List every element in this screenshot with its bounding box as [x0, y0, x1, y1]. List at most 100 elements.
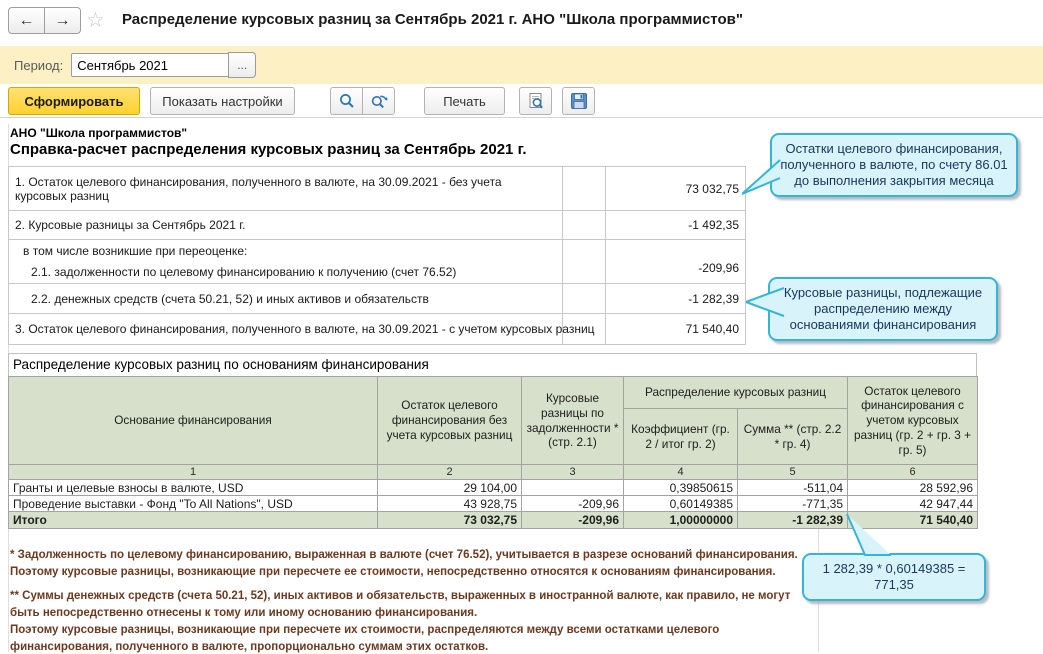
callout-tail — [742, 159, 781, 195]
column-number: 6 — [847, 464, 978, 480]
page-title: Распределение курсовых разниц за Сентябр… — [122, 11, 743, 28]
favorite-star-icon[interactable]: ☆ — [86, 9, 105, 32]
period-input[interactable] — [71, 53, 230, 77]
value-cell: 29 104,00 — [377, 479, 522, 496]
search-button-group — [330, 87, 395, 115]
total-value-cell: -1 282,39 — [737, 511, 848, 529]
save-button[interactable] — [562, 87, 595, 115]
summary-row-value: -1 282,39 — [605, 283, 746, 314]
summary-row-label: в том числе возникшие при переоценке: 2.… — [8, 239, 563, 284]
summary-row-label: 3. Остаток целевого финансирования, полу… — [8, 313, 595, 345]
callout-tail — [846, 513, 891, 556]
table-header-row: Основание финансирования Остаток целевог… — [8, 376, 978, 465]
search-next-button[interactable] — [362, 87, 395, 115]
table-row: 1. Остаток целевого финансирования, полу… — [8, 166, 746, 211]
total-value-cell: 71 540,40 — [847, 511, 978, 529]
col-header-balance-after: Остаток целевого финансирования с учетом… — [847, 376, 978, 465]
total-row: Итого 73 032,75 -209,96 1,00000000 -1 28… — [8, 511, 978, 529]
table-row: 3. Остаток целевого финансирования, полу… — [8, 313, 746, 345]
search-button[interactable] — [330, 87, 363, 115]
table-row: Проведение выставки - Фонд "To All Natio… — [8, 495, 978, 512]
value-cell: -771,35 — [737, 495, 848, 512]
search-next-icon — [371, 95, 387, 109]
footnote-1: * Задолженность по целевому финансирован… — [10, 549, 798, 578]
spacer-cell — [562, 239, 606, 284]
total-value-cell: -209,96 — [521, 511, 624, 529]
summary-row-value: -209,96 — [605, 239, 746, 284]
column-number: 2 — [377, 464, 522, 480]
col-header-balance-before: Остаток целевого финансирования без учет… — [377, 376, 522, 465]
column-number-row: 1 2 3 4 5 6 — [8, 464, 978, 480]
summary-row-value: 71 540,40 — [605, 313, 746, 345]
table-header-subrow: Коэффициент (гр. 2 / итог гр. 2) Сумма *… — [9, 408, 978, 465]
print-button[interactable]: Печать — [424, 87, 505, 115]
show-settings-button[interactable]: Показать настройки — [150, 87, 295, 115]
search-icon — [339, 94, 354, 108]
save-icon — [570, 93, 587, 109]
organization-name: АНО "Школа программистов" — [10, 126, 188, 140]
spacer-cell — [562, 313, 606, 345]
period-label: Период: — [14, 57, 64, 73]
forward-button[interactable]: → — [44, 7, 81, 34]
callout-tail — [746, 287, 785, 317]
toolbar: Сформировать Показать настройки — [0, 84, 1043, 118]
generate-button-label: Сформировать — [24, 93, 124, 109]
table-row: 2. Курсовые разницы за Сентябрь 2021 г. … — [8, 210, 746, 240]
value-cell: 43 928,75 — [377, 495, 522, 512]
col-header-distribution-group: Распределение курсовых разниц — [623, 376, 848, 409]
col-header-amount: Сумма ** (стр. 2.2 * гр. 4) — [737, 408, 848, 465]
footnote-2: ** Суммы денежных средств (счета 50.21, … — [10, 590, 791, 653]
value-cell: 42 947,44 — [847, 495, 978, 512]
summary-row-value: 73 032,75 — [605, 166, 746, 211]
value-cell: -209,96 — [521, 495, 624, 512]
col-header-debt-diff: Курсовые разницы по задолженности * (стр… — [521, 376, 624, 465]
col-header-coefficient: Коэффициент (гр. 2 / итог гр. 2) — [623, 408, 738, 465]
back-arrow-icon: ← — [18, 11, 35, 29]
summary-row-label: 1. Остаток целевого финансирования, полу… — [8, 166, 563, 211]
total-value-cell: 1,00000000 — [623, 511, 738, 529]
print-preview-icon — [529, 93, 543, 109]
back-button[interactable]: ← — [8, 7, 45, 34]
distribution-section-title: Распределение курсовых разниц по основан… — [8, 353, 977, 376]
report-area: АНО "Школа программистов" Справка-расчет… — [0, 118, 1043, 654]
value-cell: 0,60149385 — [623, 495, 738, 512]
period-bar: Период: ... — [0, 46, 1043, 84]
spacer-cell — [562, 283, 606, 314]
distribution-table: Основание финансирования Остаток целевог… — [8, 376, 978, 529]
value-cell: 28 592,96 — [847, 479, 978, 496]
basis-name-cell: Гранты и целевые взносы в валюте, USD — [8, 479, 378, 496]
forward-arrow-icon: → — [54, 11, 71, 29]
print-preview-button[interactable] — [519, 87, 552, 115]
table-row: Гранты и целевые взносы в валюте, USD 29… — [8, 479, 978, 496]
generate-button[interactable]: Сформировать — [8, 87, 140, 115]
total-label-cell: Итого — [8, 511, 378, 529]
summary-row-label: 2. Курсовые разницы за Сентябрь 2021 г. — [8, 210, 563, 240]
sheet-right-edge — [818, 427, 819, 652]
period-picker-button[interactable]: ... — [228, 52, 257, 78]
column-number: 3 — [521, 464, 624, 480]
value-cell — [521, 479, 624, 496]
spacer-cell — [562, 210, 606, 240]
nav-history-group: ← → — [8, 7, 81, 34]
value-cell: 0,39850615 — [623, 479, 738, 496]
summary-subrow-label: 2.2. денежных средств (счета 50.21, 52) … — [8, 283, 563, 314]
print-button-label: Печать — [443, 93, 486, 109]
col-header-basis: Основание финансирования — [8, 376, 378, 465]
column-number: 5 — [737, 464, 848, 480]
summary-subrow-label: 2.1. задолженности по целевому финансиро… — [31, 265, 457, 279]
summary-group-label: в том числе возникшие при переоценке: — [23, 244, 248, 258]
column-number: 4 — [623, 464, 738, 480]
total-value-cell: 73 032,75 — [377, 511, 522, 529]
callout-balance-note: Остатки целевого финансирования, получен… — [770, 133, 1018, 197]
table-row: в том числе возникшие при переоценке: 2.… — [8, 239, 746, 284]
value-cell: -511,04 — [737, 479, 848, 496]
summary-row-value: -1 492,35 — [605, 210, 746, 240]
report-title: Справка-расчет распределения курсовых ра… — [10, 141, 527, 158]
callout-calculation-note: 1 282,39 * 0,60149385 = 771,35 — [802, 553, 986, 601]
table-row: 2.2. денежных средств (счета 50.21, 52) … — [8, 283, 746, 314]
basis-name-cell: Проведение выставки - Фонд "To All Natio… — [8, 495, 378, 512]
show-settings-label: Показать настройки — [162, 93, 283, 109]
window-header: ← → ☆ Распределение курсовых разниц за С… — [0, 0, 1043, 46]
footnotes: * Задолженность по целевому финансирован… — [10, 547, 818, 654]
